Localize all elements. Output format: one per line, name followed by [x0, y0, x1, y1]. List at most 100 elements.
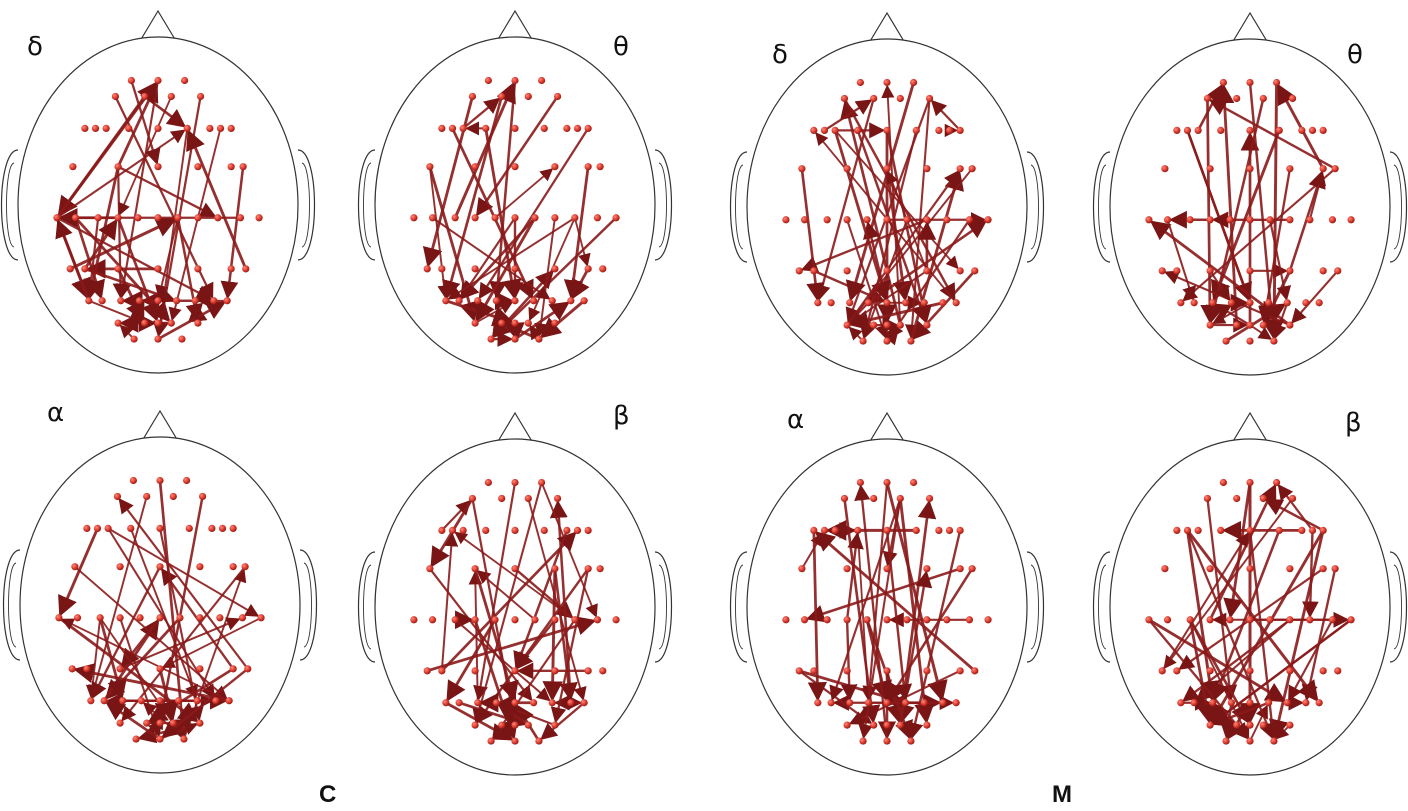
electrode-node: [1347, 216, 1355, 224]
band-label-c-delta: δ: [27, 32, 43, 62]
connection-arrow: [1208, 99, 1336, 170]
electrode-node: [800, 216, 809, 224]
electrode-node: [438, 667, 446, 675]
electrode-node: [1173, 126, 1181, 134]
connection-arrow: [84, 267, 176, 303]
nose-outline: [868, 11, 906, 44]
electrode-node: [810, 267, 818, 275]
connection-arrow: [906, 530, 962, 740]
band-label-m-delta: δ: [772, 40, 788, 70]
connection-arrow: [854, 484, 889, 742]
electrode-node: [1259, 494, 1267, 503]
electrode-node: [883, 616, 891, 624]
electrode-node: [1246, 337, 1254, 345]
electrode-node: [846, 299, 854, 307]
electrode-node: [1219, 78, 1227, 87]
electrode-node: [563, 526, 571, 534]
electrode-node: [100, 697, 108, 705]
electrode-node: [1308, 126, 1317, 134]
electrode-node: [114, 214, 122, 222]
electrode-nodes: [1145, 78, 1355, 345]
connectivity-edges: [1149, 82, 1339, 343]
electrode-node: [1270, 737, 1278, 745]
electrode-node: [438, 124, 446, 132]
electrode-node: [193, 697, 201, 705]
connection-arrow: [1264, 499, 1324, 532]
electrode-node: [218, 524, 227, 532]
electrode-node: [571, 616, 579, 624]
electrode-node: [1209, 299, 1217, 307]
ear-inner-outline: [363, 162, 372, 248]
electrode-node: [208, 524, 216, 532]
connection-arrow: [800, 168, 825, 302]
electrode-node: [1233, 94, 1241, 103]
electrode-nodes: [1145, 478, 1355, 745]
connection-arrow: [112, 166, 129, 299]
electrode-node: [459, 124, 467, 132]
left-ear-outline: [1092, 151, 1111, 263]
electrode-node: [870, 721, 878, 729]
connection-arrow: [119, 617, 241, 670]
electrode-node: [820, 126, 829, 134]
electrode-node: [487, 737, 495, 745]
connection-arrow: [1258, 168, 1292, 324]
electrode-node: [116, 563, 124, 571]
electrode-node: [923, 165, 931, 173]
electrode-node: [883, 321, 891, 329]
electrode-node: [1206, 667, 1214, 675]
electrode-node: [244, 665, 252, 673]
connection-arrow: [116, 80, 160, 299]
electrode-node: [883, 565, 891, 573]
electrode-node: [178, 335, 186, 343]
electrode-node: [471, 721, 479, 729]
electrode-node: [167, 319, 175, 327]
electrode-node: [114, 265, 122, 273]
electrode-node: [1347, 616, 1355, 624]
connection-arrow: [845, 532, 864, 620]
electrode-node: [1145, 616, 1153, 624]
electrode-node: [814, 699, 822, 707]
electrode-node: [943, 616, 951, 624]
electrode-node: [154, 297, 162, 305]
electrode-node: [883, 699, 891, 707]
electrode-node: [459, 526, 467, 534]
electrode-node: [1265, 299, 1273, 307]
electrode-node: [111, 92, 120, 101]
connection-arrow: [73, 663, 230, 703]
electrode-node: [903, 616, 911, 624]
electrode-node: [1319, 126, 1327, 134]
electrode-node: [1328, 216, 1337, 224]
electrode-node: [1186, 616, 1194, 624]
electrode-node: [229, 665, 237, 673]
electrode-node: [1286, 667, 1294, 675]
electrode-node: [896, 494, 904, 503]
electrode-node: [1227, 299, 1235, 307]
electrode-node: [1246, 526, 1254, 534]
electrode-node: [511, 214, 519, 222]
electrode-node: [920, 699, 928, 707]
electrode-node: [1246, 478, 1254, 487]
electrode-node: [1222, 337, 1230, 345]
electrode-node: [442, 699, 450, 707]
electrode-node: [1203, 494, 1212, 503]
electrode-node: [1158, 267, 1166, 275]
electrode-node: [216, 124, 225, 132]
electrode-node: [945, 526, 954, 534]
electrode-node: [127, 76, 135, 85]
connection-arrow: [843, 498, 881, 724]
electrode-node: [114, 163, 122, 171]
electrode-node: [524, 319, 532, 327]
nose-outline: [496, 411, 534, 444]
right-ear-outline: [654, 149, 673, 261]
connection-arrow: [422, 96, 474, 268]
electrode-node: [511, 265, 519, 273]
electrode-node: [255, 214, 263, 222]
connection-arrow: [1186, 529, 1319, 702]
electrode-node: [91, 124, 100, 132]
connection-arrow: [484, 128, 522, 300]
electrode-node: [1302, 299, 1310, 307]
electrode-nodes: [410, 76, 620, 343]
connection-arrow: [1268, 219, 1292, 301]
electrode-node: [1183, 126, 1192, 134]
electrode-node: [593, 616, 602, 624]
